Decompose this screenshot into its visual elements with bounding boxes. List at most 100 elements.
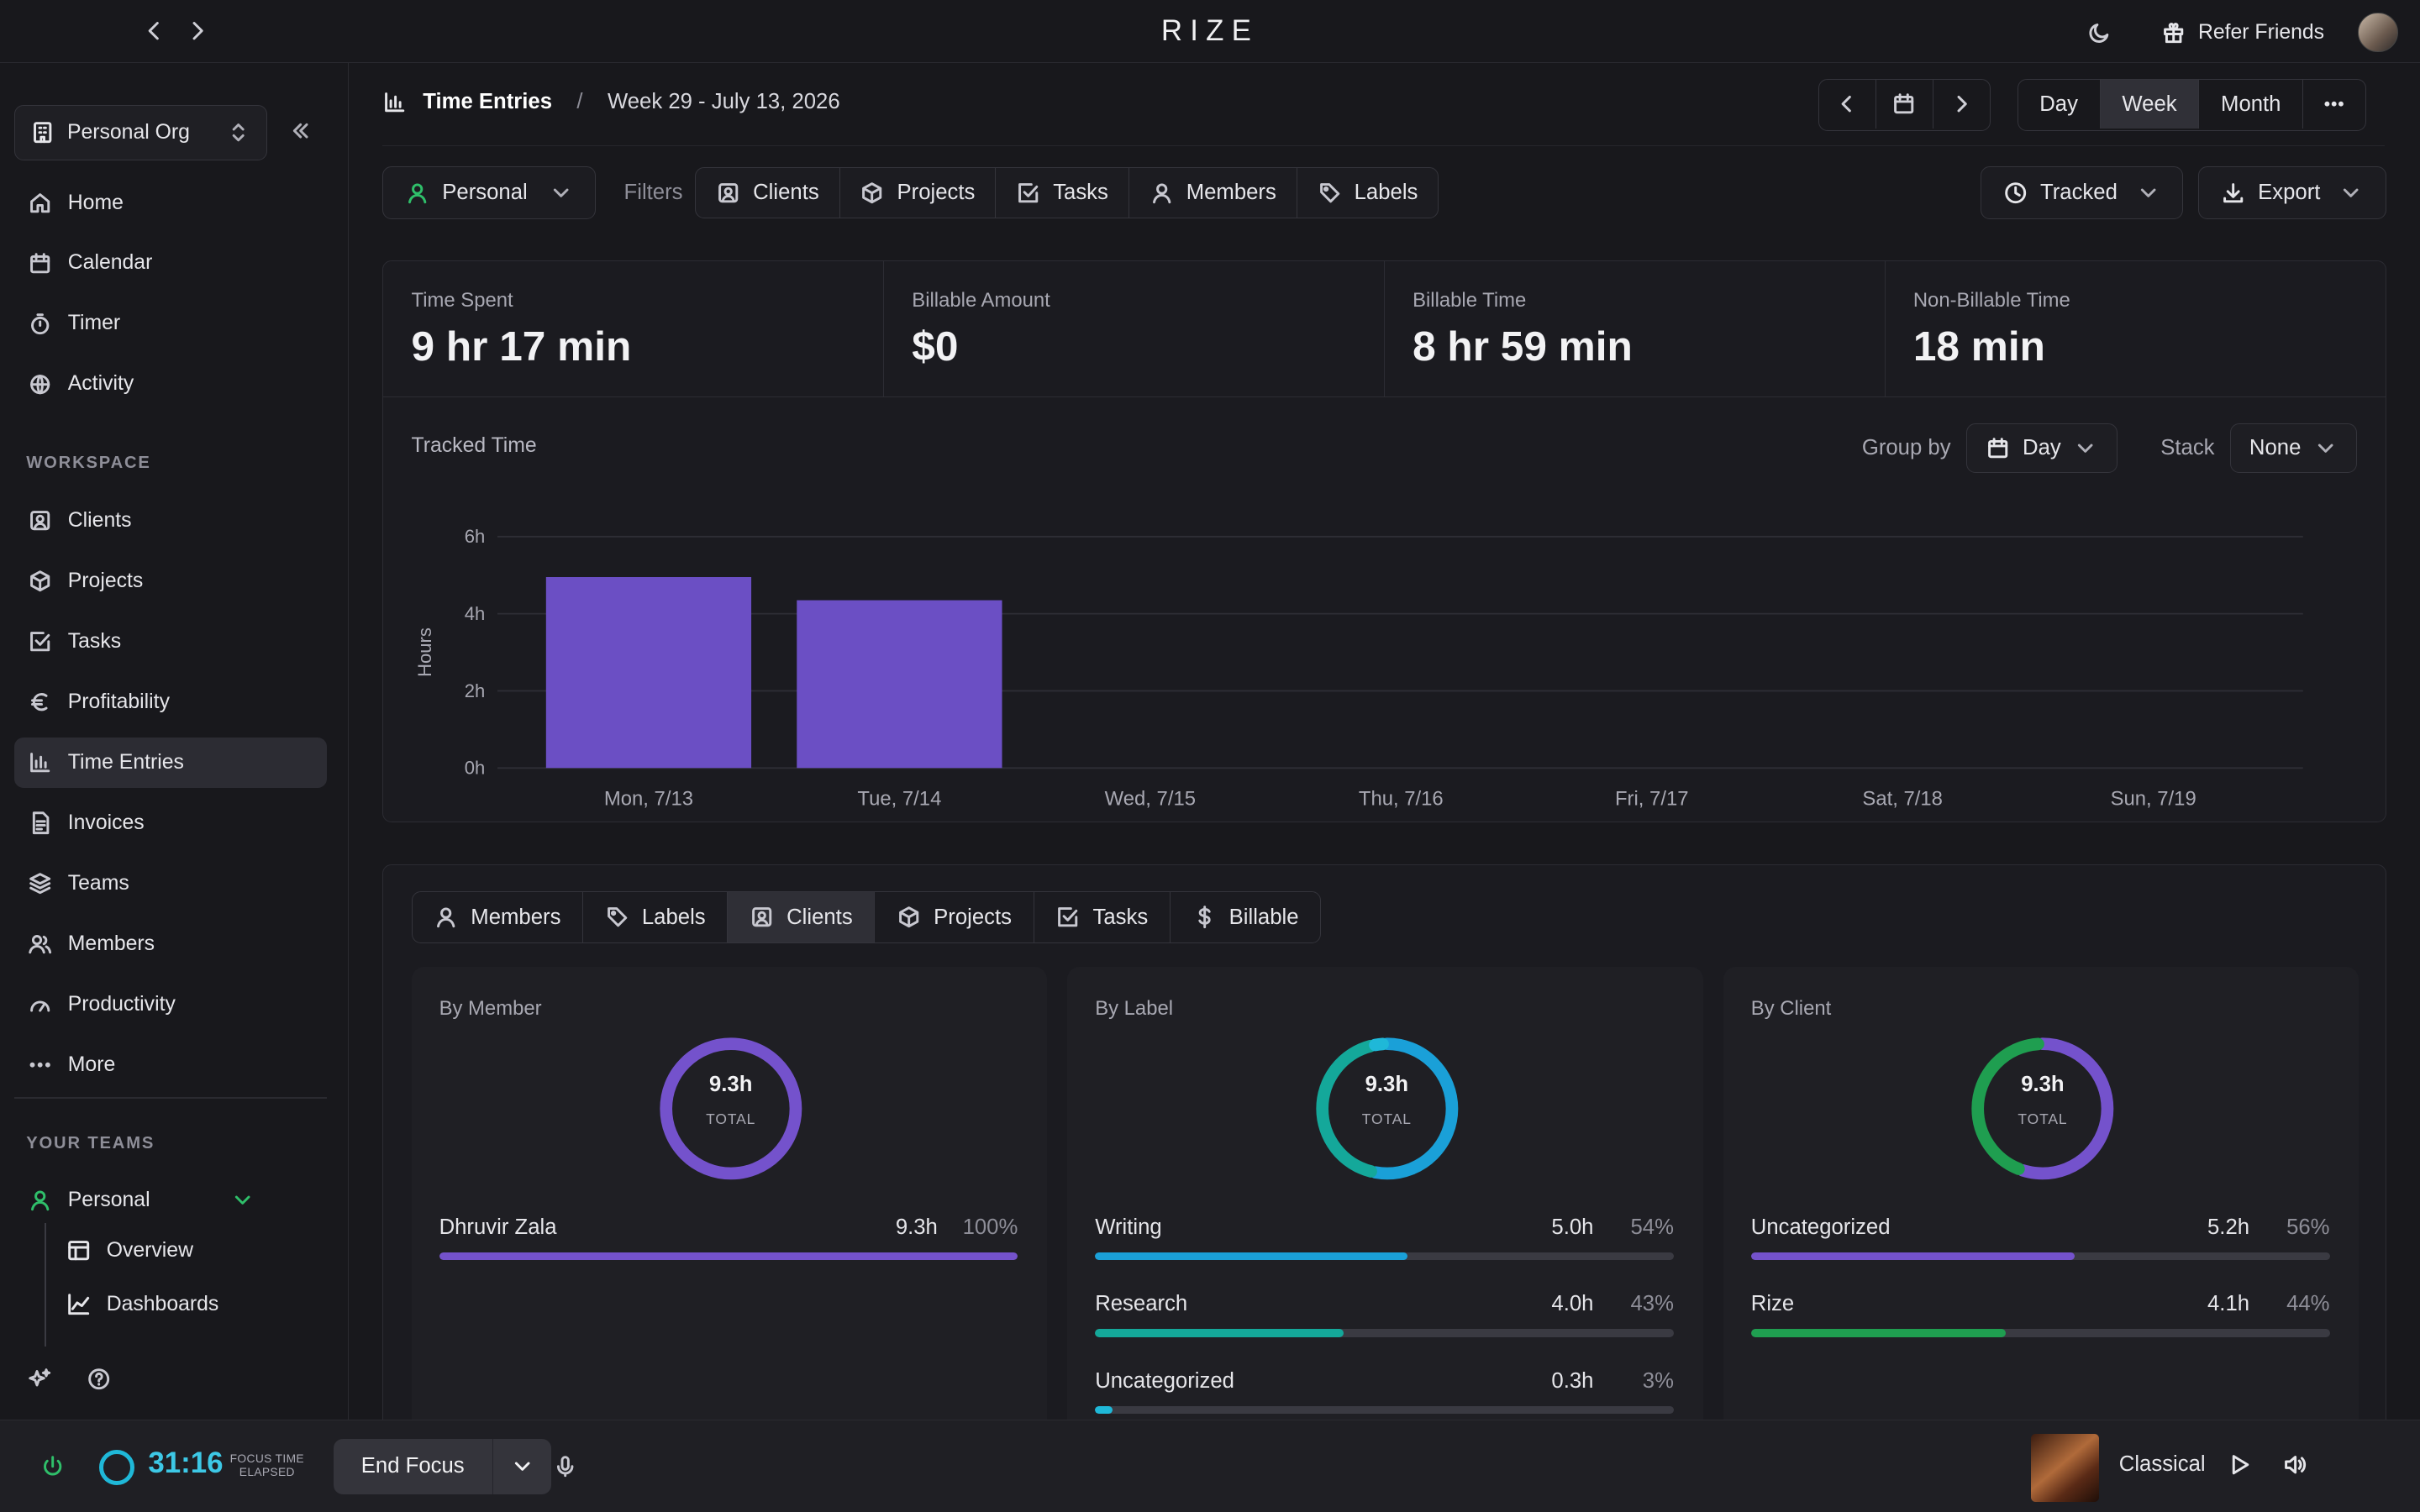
breakdown-tab-clients[interactable]: Clients [728, 891, 876, 943]
focus-time-label: FOCUS TIME ELAPSED [230, 1452, 304, 1478]
filter-members[interactable]: Members [1129, 168, 1297, 218]
chevron-down-icon [549, 181, 573, 205]
chevron-down-icon [2136, 181, 2160, 205]
sidebar-item-timer[interactable]: Timer [14, 298, 328, 349]
stack-dropdown[interactable]: None [2229, 423, 2358, 473]
range-day-button[interactable]: Day [2018, 79, 2101, 129]
breakdown-row[interactable]: Writing 5.0h 54% [1095, 1214, 1674, 1291]
forward-arrow-icon[interactable] [185, 18, 209, 43]
row-progress-fill [1750, 1329, 2006, 1337]
row-progress-fill [1750, 1252, 2075, 1260]
row-name: Research [1095, 1292, 1188, 1316]
end-focus-options-button[interactable] [493, 1439, 552, 1494]
row-name: Uncategorized [1095, 1369, 1234, 1394]
filter-clients[interactable]: Clients [696, 168, 840, 218]
breakdown-tab-label: Members [471, 905, 561, 929]
sidebar-item-time-entries[interactable]: Time Entries [13, 737, 328, 789]
end-focus-button[interactable]: End Focus [334, 1438, 493, 1494]
prev-week-button[interactable] [1819, 79, 1876, 129]
sidebar-item-teams[interactable]: Teams [14, 858, 328, 909]
row-name: Uncategorized [1750, 1215, 1891, 1239]
export-dropdown[interactable]: Export [2198, 166, 2386, 219]
stat-billable-amount: Billable Amount $0 [884, 261, 1386, 397]
microphone-icon[interactable] [553, 1454, 577, 1478]
row-percent: 43% [1630, 1292, 1674, 1316]
user-icon [1150, 181, 1174, 205]
sidebar-item-clients[interactable]: Clients [14, 496, 328, 547]
breakdown-tab-labels[interactable]: Labels [583, 891, 729, 943]
range-month-button[interactable]: Month [2199, 79, 2304, 129]
sidebar-item-label: Time Entries [67, 750, 184, 774]
your-teams-section-label: YOUR TEAMS [26, 1133, 155, 1152]
row-progress-bar [439, 1252, 1018, 1260]
volume-icon[interactable] [2282, 1452, 2307, 1477]
breakdown-row[interactable]: Uncategorized 0.3h 3% [1095, 1368, 1674, 1419]
row-name: Writing [1095, 1215, 1162, 1239]
card-title: By Client [1750, 997, 1832, 1021]
checkbox-icon [1055, 905, 1080, 929]
sidebar-item-activity[interactable]: Activity [14, 359, 328, 410]
sidebar-item-tasks[interactable]: Tasks [14, 617, 328, 668]
sidebar-item-label: Tasks [67, 629, 122, 653]
breakdown-tab-projects[interactable]: Projects [875, 891, 1034, 943]
row-hours: 5.2h [2207, 1215, 2250, 1239]
breakdown-row[interactable]: Dhruvir Zala 9.3h 100% [439, 1214, 1018, 1291]
sidebar-item-more[interactable]: More [14, 1039, 328, 1090]
chevron-down-icon [510, 1454, 534, 1478]
back-arrow-icon[interactable] [142, 18, 166, 43]
user-avatar[interactable] [2358, 12, 2399, 53]
play-icon[interactable] [2227, 1452, 2251, 1477]
date-picker-button[interactable] [1876, 79, 1933, 129]
team-item-label: Overview [106, 1238, 193, 1262]
timer-icon [28, 312, 52, 336]
sidebar-item-productivity[interactable]: Productivity [14, 979, 328, 1030]
bar[interactable] [797, 600, 1003, 768]
calendar-icon [28, 251, 52, 276]
y-tick-label: 0h [465, 757, 486, 778]
breakdown-tab-billable[interactable]: Billable [1171, 892, 1320, 943]
tracked-dropdown[interactable]: Tracked [1981, 166, 2183, 219]
donut-chart: 9.3h TOTAL [654, 1032, 808, 1186]
filter-projects[interactable]: Projects [840, 168, 997, 218]
filter-tasks[interactable]: Tasks [996, 168, 1129, 218]
power-icon[interactable] [40, 1454, 65, 1478]
sidebar-item-invoices[interactable]: Invoices [14, 797, 328, 848]
scope-dropdown[interactable]: Personal [382, 166, 597, 219]
sidebar-item-projects[interactable]: Projects [14, 556, 328, 607]
bar[interactable] [546, 576, 752, 768]
org-switcher[interactable]: Personal Org [13, 104, 267, 160]
breakdown-row[interactable]: Uncategorized 5.2h 56% [1750, 1214, 2330, 1291]
sparkles-icon[interactable] [28, 1367, 52, 1391]
dark-mode-moon-icon[interactable] [2087, 20, 2112, 45]
client-icon [750, 905, 774, 929]
team-item-overview[interactable]: Overview [66, 1223, 327, 1277]
collapse-sidebar-icon[interactable] [288, 118, 313, 143]
box-icon [897, 905, 921, 929]
row-progress-bar [1095, 1406, 1674, 1415]
range-week-button[interactable]: Week [2100, 79, 2200, 129]
refer-friends-label: Refer Friends [2197, 20, 2325, 44]
group-by-dropdown[interactable]: Day [1965, 423, 2118, 473]
filter-labels[interactable]: Labels [1297, 168, 1439, 218]
sidebar-item-members[interactable]: Members [14, 918, 328, 969]
team-item-dashboards[interactable]: Dashboards [66, 1278, 327, 1331]
more-options-button[interactable] [2303, 80, 2365, 129]
next-week-button[interactable] [1933, 80, 1991, 129]
sidebar-item-profitability[interactable]: Profitability [14, 677, 328, 728]
more-icon [28, 1053, 52, 1077]
breakdown-tab-members[interactable]: Members [413, 891, 584, 943]
sidebar-item-home[interactable]: Home [14, 177, 328, 228]
refer-friends-button[interactable]: Refer Friends [2161, 20, 2324, 45]
donut-segment [1315, 1037, 1458, 1180]
breadcrumb-separator: / [576, 89, 583, 113]
sidebar-item-calendar[interactable]: Calendar [14, 238, 328, 289]
help-icon[interactable] [87, 1367, 111, 1391]
breakdown-row[interactable]: Research 4.0h 43% [1095, 1290, 1674, 1368]
breakdown-tab-label: Clients [786, 905, 853, 929]
breakdown-tab-tasks[interactable]: Tasks [1034, 891, 1171, 943]
breakdown-row[interactable]: Rize 4.1h 44% [1750, 1290, 2330, 1368]
filter-label: Clients [753, 181, 819, 205]
sidebar-item-label: Clients [67, 508, 132, 532]
team-personal-toggle[interactable]: Personal [14, 1177, 328, 1223]
sidebar-item-label: Members [67, 932, 155, 955]
